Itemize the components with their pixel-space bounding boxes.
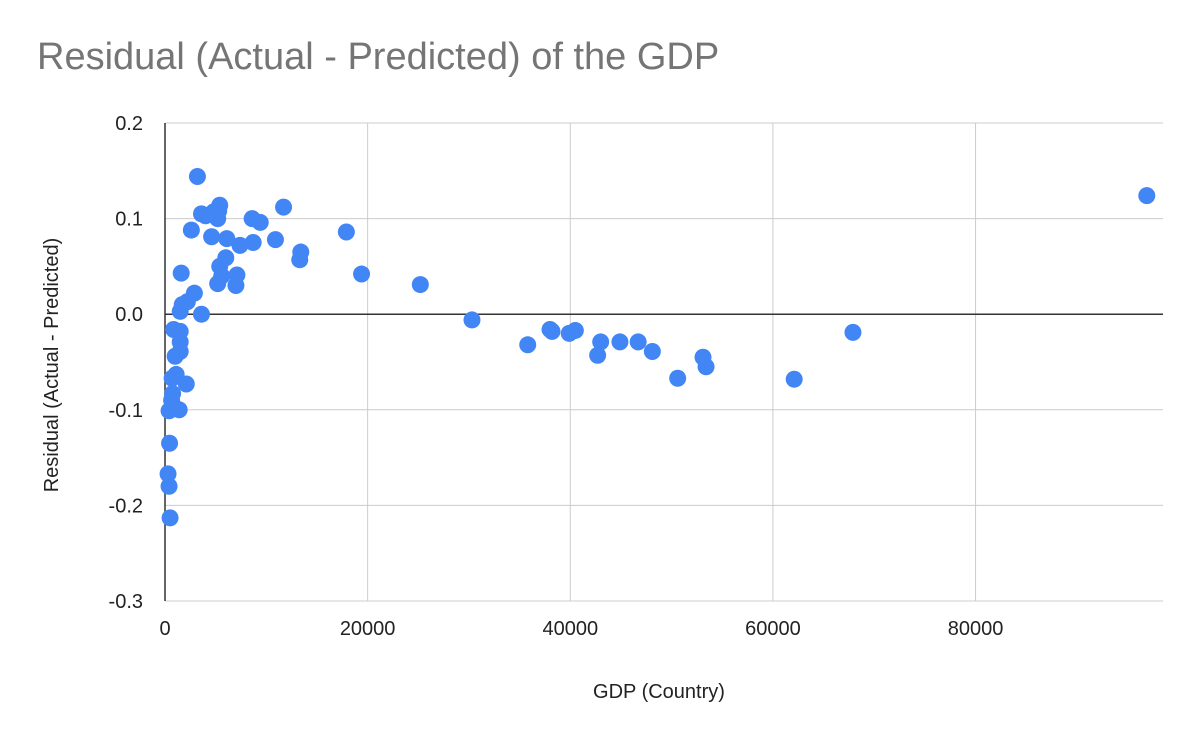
data-point (519, 336, 537, 354)
data-point (629, 333, 647, 351)
x-tick-label: 60000 (745, 618, 801, 640)
data-point (785, 370, 803, 388)
data-point (592, 333, 610, 351)
data-point (1138, 187, 1156, 205)
data-point (697, 358, 715, 376)
y-tick-label: -0.1 (109, 400, 143, 422)
data-point (182, 221, 200, 239)
data-point (669, 369, 687, 387)
x-tick-label: 40000 (542, 618, 598, 640)
data-point (211, 196, 229, 214)
data-point (192, 305, 210, 323)
data-point (463, 311, 481, 329)
data-point (566, 321, 584, 339)
y-tick-label: -0.2 (109, 495, 143, 517)
data-point (177, 375, 195, 393)
chart-title: Residual (Actual - Predicted) of the GDP (37, 36, 720, 78)
data-point (643, 342, 661, 360)
data-point (543, 322, 561, 340)
data-point (266, 231, 284, 249)
data-point (292, 243, 310, 261)
data-point (844, 323, 862, 341)
x-tick-label: 80000 (948, 618, 1004, 640)
point-layer (159, 168, 1156, 527)
data-point (188, 168, 206, 186)
data-point (164, 385, 182, 403)
data-point (161, 434, 179, 452)
y-tick-label: -0.3 (109, 591, 143, 613)
data-point (228, 266, 246, 284)
data-point (411, 276, 429, 294)
y-tick-label: 0.2 (115, 113, 143, 135)
x-tick-label: 20000 (340, 618, 396, 640)
y-axis-title: Residual (Actual - Predicted) (41, 238, 63, 493)
data-point (171, 322, 189, 340)
data-point (611, 333, 629, 351)
x-tick-label: 0 (159, 618, 170, 640)
y-tick-label: 0.1 (115, 209, 143, 231)
data-point (161, 509, 179, 527)
data-point (337, 223, 355, 241)
data-point (185, 284, 203, 302)
data-point (203, 228, 221, 246)
data-point (244, 234, 262, 251)
data-point (275, 198, 293, 216)
x-axis-title: GDP (Country) (593, 681, 725, 703)
axis-layer (164, 123, 1163, 601)
data-point (231, 236, 249, 254)
data-point (353, 265, 371, 283)
grid-layer (165, 122, 1163, 602)
data-point (251, 213, 269, 231)
data-point (213, 267, 231, 285)
data-point (170, 401, 188, 419)
data-point (159, 465, 177, 483)
data-point (172, 264, 190, 282)
data-point (160, 477, 178, 495)
label-layer: -0.3 -0.2 -0.1 0.0 0.1 0.2 0 20000 40000 60000 800… (41, 113, 1003, 703)
y-tick-label: 0.0 (115, 304, 143, 326)
data-point (589, 346, 607, 364)
data-point (218, 230, 236, 248)
data-point (217, 249, 235, 267)
